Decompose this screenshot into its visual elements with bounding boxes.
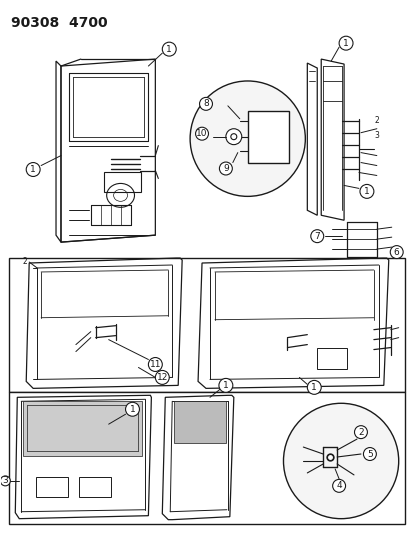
Text: 1: 1 (311, 383, 316, 392)
Text: 1: 1 (363, 187, 369, 196)
Circle shape (332, 479, 345, 492)
Circle shape (354, 426, 366, 439)
Circle shape (310, 230, 323, 243)
Text: 1: 1 (129, 405, 135, 414)
Circle shape (125, 402, 139, 416)
Bar (174, 401, 225, 443)
Circle shape (190, 81, 305, 196)
Circle shape (219, 162, 232, 175)
Circle shape (359, 184, 373, 198)
Text: 2: 2 (357, 427, 363, 437)
Text: 1: 1 (30, 165, 36, 174)
Bar (316, 348, 346, 369)
Text: 4: 4 (335, 481, 341, 490)
Circle shape (195, 127, 208, 140)
Bar (9, 392, 404, 523)
Circle shape (218, 378, 232, 392)
Circle shape (230, 134, 236, 140)
Circle shape (363, 448, 375, 461)
Circle shape (199, 98, 212, 110)
Bar (247, 111, 289, 163)
Bar (78, 477, 110, 497)
Circle shape (283, 403, 398, 519)
Text: 10: 10 (196, 129, 207, 138)
Circle shape (148, 358, 162, 372)
Circle shape (225, 129, 241, 144)
Text: 9: 9 (223, 164, 228, 173)
Bar (103, 173, 141, 192)
Text: 1: 1 (342, 39, 348, 47)
Text: 5: 5 (366, 449, 372, 458)
Circle shape (389, 246, 402, 259)
Circle shape (338, 36, 352, 50)
Text: 2: 2 (22, 256, 27, 265)
Text: 7: 7 (313, 232, 319, 241)
Text: 1: 1 (166, 45, 172, 54)
Text: 2: 2 (374, 116, 379, 125)
Text: 6: 6 (393, 247, 399, 256)
Text: 8: 8 (203, 99, 209, 108)
Text: 1: 1 (223, 381, 228, 390)
Circle shape (155, 370, 169, 384)
Bar (36, 477, 68, 497)
Text: 3: 3 (2, 477, 8, 486)
Bar (23, 401, 142, 456)
Bar (9, 258, 404, 392)
Text: 11: 11 (149, 360, 161, 369)
Text: 12: 12 (156, 373, 168, 382)
Circle shape (26, 163, 40, 176)
Circle shape (306, 381, 320, 394)
Circle shape (0, 476, 10, 486)
Circle shape (162, 42, 176, 56)
Text: 3: 3 (374, 131, 379, 140)
Text: 90308  4700: 90308 4700 (11, 17, 108, 30)
